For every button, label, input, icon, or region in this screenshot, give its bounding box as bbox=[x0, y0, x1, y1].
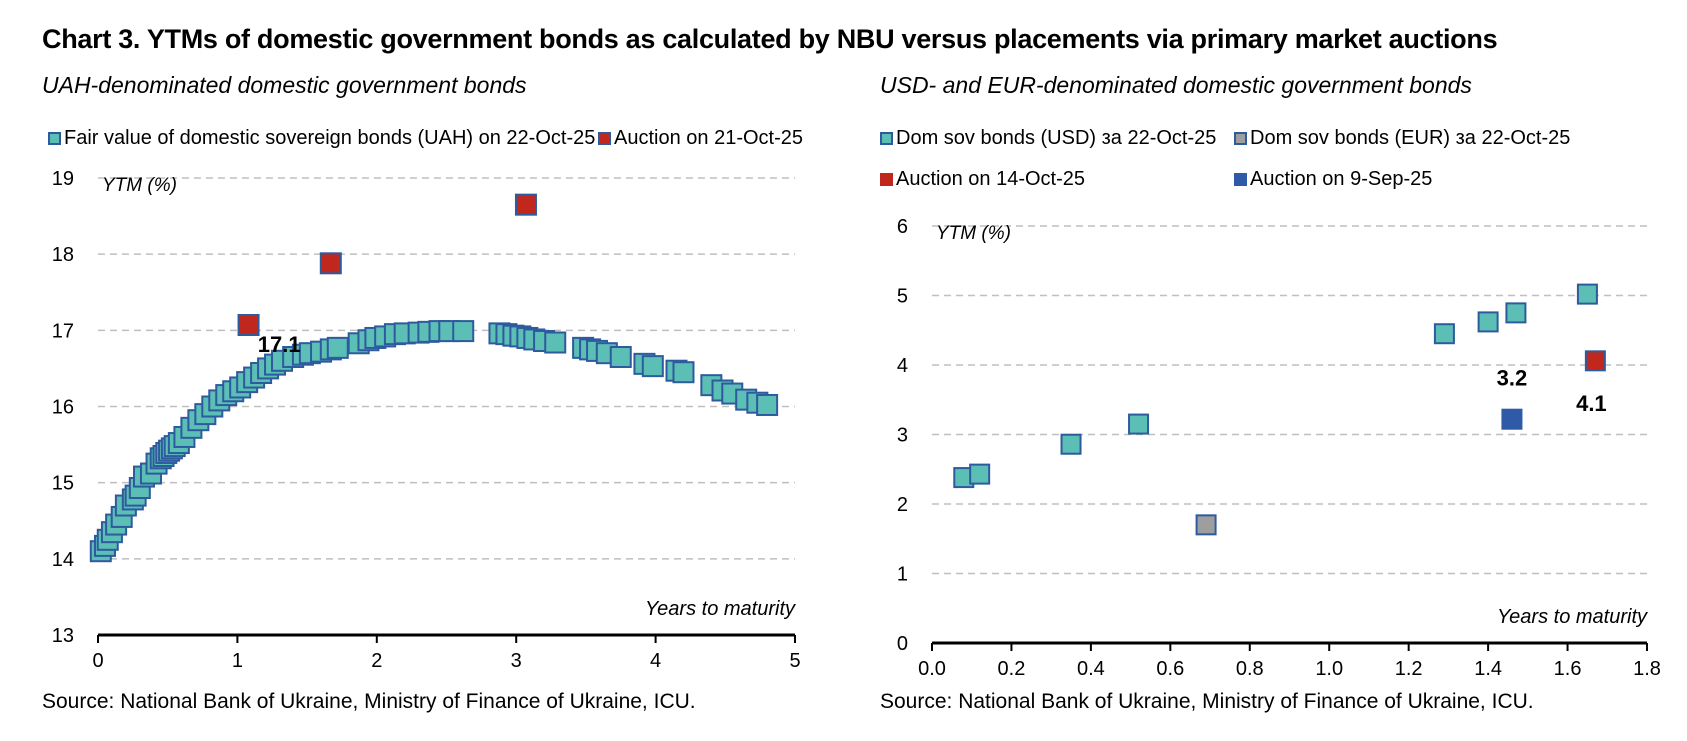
right-series-0-point bbox=[1505, 302, 1527, 324]
right-x-axis-label: Years to maturity bbox=[1497, 606, 1648, 628]
left-series-0-point bbox=[609, 345, 632, 368]
right-legend-eur-swatch bbox=[1234, 132, 1247, 145]
chart-title: Chart 3. YTMs of domestic government bon… bbox=[42, 24, 1498, 54]
right-legend-usd-swatch bbox=[880, 132, 893, 145]
right-legend-eur-label: Dom sov bonds (EUR) за 22-Oct-25 bbox=[1250, 127, 1571, 149]
left-x-tick-label: 3 bbox=[511, 650, 522, 672]
right-x-tick-label: 1.4 bbox=[1474, 658, 1502, 680]
right-series-0-point bbox=[1060, 433, 1082, 455]
left-y-tick-label: 19 bbox=[52, 168, 74, 190]
left-series-1-point bbox=[319, 252, 342, 275]
left-y-tick-label: 14 bbox=[52, 549, 74, 571]
right-x-tick-label: 0.2 bbox=[998, 658, 1026, 680]
left-series-0-point bbox=[672, 361, 695, 384]
right-series-0-point bbox=[1128, 413, 1150, 435]
left-x-tick-label: 1 bbox=[232, 650, 243, 672]
right-y-tick-label: 1 bbox=[897, 564, 908, 586]
right-y-tick-label: 6 bbox=[897, 216, 908, 238]
right-legend-eur: Dom sov bonds (EUR) за 22-Oct-25 bbox=[1234, 127, 1570, 150]
right-x-tick-label: 0.6 bbox=[1156, 658, 1184, 680]
right-series-0-point bbox=[1576, 283, 1598, 305]
right-y-tick-label: 5 bbox=[897, 286, 908, 308]
left-legend-fair-value: Fair value of domestic sovereign bonds (… bbox=[48, 127, 595, 150]
right-legend-auction-sep-swatch bbox=[1234, 173, 1247, 186]
right-legend-usd: Dom sov bonds (USD) за 22-Oct-25 bbox=[880, 127, 1216, 150]
right-source-note: Source: National Bank of Ukraine, Minist… bbox=[880, 690, 1534, 713]
right-legend-auction-oct-swatch bbox=[880, 173, 893, 186]
left-y-axis-label: YTM (%) bbox=[102, 175, 177, 196]
left-series-0-point bbox=[326, 336, 349, 359]
left-legend-auction-label: Auction on 21-Oct-25 bbox=[614, 127, 803, 149]
right-data-label: 4.1 bbox=[1576, 391, 1607, 416]
left-x-tick-label: 2 bbox=[371, 650, 382, 672]
left-x-tick-label: 5 bbox=[789, 650, 800, 672]
left-series-0-point bbox=[452, 320, 475, 343]
right-x-tick-label: 1.8 bbox=[1633, 658, 1661, 680]
right-legend-auction-sep: Auction on 9-Sep-25 bbox=[1234, 168, 1432, 191]
left-legend-fair-value-label: Fair value of domestic sovereign bonds (… bbox=[64, 127, 596, 149]
right-chart-subtitle: USD- and EUR-denominated domestic govern… bbox=[880, 72, 1472, 98]
right-data-label: 3.2 bbox=[1497, 366, 1528, 391]
right-legend-usd-label: Dom sov bonds (USD) за 22-Oct-25 bbox=[896, 127, 1217, 149]
right-y-tick-label: 2 bbox=[897, 494, 908, 516]
right-x-tick-label: 0.4 bbox=[1077, 658, 1105, 680]
right-x-tick-label: 1.0 bbox=[1315, 658, 1343, 680]
right-x-tick-label: 1.6 bbox=[1554, 658, 1582, 680]
left-y-tick-label: 16 bbox=[52, 397, 74, 419]
right-series-3-point bbox=[1501, 408, 1523, 430]
left-series-0-point bbox=[544, 331, 567, 354]
right-y-tick-label: 3 bbox=[897, 425, 908, 447]
left-y-tick-label: 15 bbox=[52, 473, 74, 495]
left-data-label: 17.1 bbox=[258, 332, 301, 357]
right-x-tick-label: 0.0 bbox=[918, 658, 946, 680]
right-series-0-point bbox=[1433, 323, 1455, 345]
left-x-tick-label: 0 bbox=[92, 650, 103, 672]
right-y-tick-label: 0 bbox=[897, 633, 908, 655]
right-legend-auction-oct: Auction on 14-Oct-25 bbox=[880, 168, 1085, 191]
left-chart-plot: 13 14 15 16 17 18 19 0 1 2 3 4 5 YTM (%) Years to matu… bbox=[52, 168, 801, 672]
left-legend-auction-swatch bbox=[598, 132, 611, 145]
right-legend-auction-sep-label: Auction on 9-Sep-25 bbox=[1250, 168, 1433, 190]
right-legend-auction-oct-label: Auction on 14-Oct-25 bbox=[896, 168, 1085, 190]
left-y-tick-label: 18 bbox=[52, 244, 74, 266]
right-x-tick-label: 0.8 bbox=[1236, 658, 1264, 680]
left-legend-auction: Auction on 21-Oct-25 bbox=[598, 127, 803, 150]
left-legend-fair-value-swatch bbox=[48, 132, 61, 145]
right-series-0-point bbox=[1477, 311, 1499, 333]
right-y-axis-label: YTM (%) bbox=[936, 223, 1011, 244]
left-x-tick-label: 4 bbox=[650, 650, 661, 672]
right-y-tick-label: 4 bbox=[897, 355, 908, 377]
right-chart-plot: 0 1 2 3 4 5 6 0.0 0.2 0.4 0.6 0.8 1.0 1.2 1.4 1.6 1.8 YTM… bbox=[897, 216, 1661, 680]
left-x-axis-label: Years to maturity bbox=[645, 598, 796, 620]
left-series-1-point bbox=[237, 314, 260, 337]
left-y-tick-label: 17 bbox=[52, 320, 74, 342]
left-y-tick-label: 13 bbox=[52, 625, 74, 647]
right-series-2-point bbox=[1584, 350, 1606, 372]
right-x-tick-label: 1.2 bbox=[1395, 658, 1423, 680]
left-chart-subtitle: UAH-denominated domestic government bond… bbox=[42, 72, 527, 98]
left-source-note: Source: National Bank of Ukraine, Minist… bbox=[42, 690, 696, 713]
right-series-1-point bbox=[1195, 514, 1217, 536]
left-series-0-point bbox=[641, 355, 664, 378]
right-series-0-point bbox=[969, 463, 991, 485]
left-series-0-point bbox=[756, 393, 779, 416]
left-series-1-point bbox=[514, 193, 537, 216]
